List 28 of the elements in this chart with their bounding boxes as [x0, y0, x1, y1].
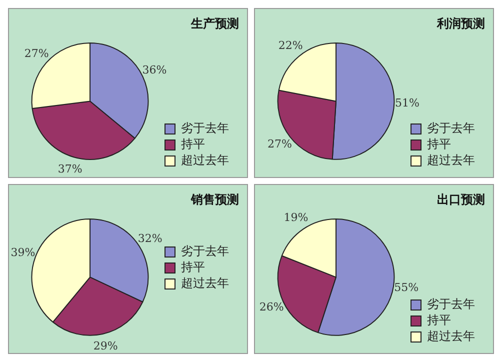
legend-label: 超过去年 [181, 153, 229, 168]
legend-label: 劣于去年 [181, 121, 229, 136]
data-label: 26% [259, 300, 284, 314]
legend-label: 持平 [181, 260, 205, 274]
legend-label: 持平 [427, 137, 451, 152]
data-label: 37% [58, 162, 82, 176]
chart-title: 销售预测 [190, 192, 239, 206]
data-label: 39% [10, 246, 36, 259]
data-label: 51% [394, 96, 420, 110]
data-label: 29% [93, 340, 118, 353]
data-label: 22% [278, 39, 303, 52]
data-label: 36% [142, 64, 167, 77]
legend-label: 劣于去年 [181, 244, 229, 258]
data-label: 55% [394, 281, 419, 294]
data-label: 32% [138, 232, 162, 245]
legend-label: 劣于去年 [427, 121, 475, 136]
legend-label: 持平 [181, 137, 205, 152]
chart-title: 生产预测 [190, 16, 239, 30]
data-label: 19% [284, 211, 308, 224]
legend-label: 超过去年 [427, 153, 475, 168]
legend-label: 劣于去年 [427, 297, 475, 312]
legend-label: 超过去年 [427, 329, 475, 344]
legend-label: 超过去年 [181, 276, 229, 290]
legend-label: 持平 [427, 313, 451, 328]
chart-title: 利润预测 [436, 16, 485, 30]
data-label: 27% [24, 46, 49, 60]
data-label: 27% [268, 138, 292, 151]
chart-title: 出口预测 [437, 192, 485, 206]
